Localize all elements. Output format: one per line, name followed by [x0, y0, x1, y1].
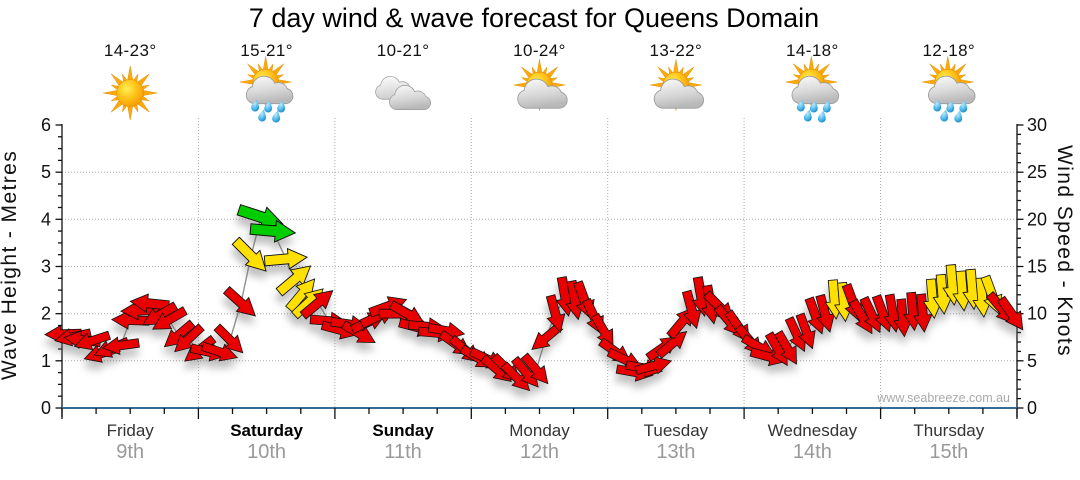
svg-text:15: 15: [1027, 257, 1047, 277]
svg-text:7 day wind & wave forecast for: 7 day wind & wave forecast for Queens Do…: [249, 3, 819, 33]
svg-text:30: 30: [1027, 115, 1047, 135]
svg-text:Wind Speed - Knots: Wind Speed - Knots: [1053, 145, 1076, 357]
svg-text:10-21°: 10-21°: [377, 41, 430, 60]
svg-text:5: 5: [1027, 351, 1037, 371]
svg-text:10: 10: [1027, 304, 1047, 324]
svg-text:Tuesday: Tuesday: [644, 421, 709, 440]
svg-text:14-23°: 14-23°: [104, 41, 157, 60]
svg-text:12-18°: 12-18°: [922, 41, 975, 60]
svg-text:12th: 12th: [520, 441, 559, 463]
svg-text:1: 1: [41, 351, 51, 371]
svg-text:9th: 9th: [116, 441, 144, 463]
svg-text:5: 5: [41, 162, 51, 182]
svg-text:15th: 15th: [929, 441, 968, 463]
svg-text:0: 0: [41, 398, 51, 418]
svg-text:2: 2: [41, 304, 51, 324]
svg-text:10th: 10th: [247, 441, 286, 463]
svg-text:3: 3: [41, 257, 51, 277]
svg-text:www.seabreeze.com.au: www.seabreeze.com.au: [876, 391, 1010, 405]
svg-text:Friday: Friday: [107, 421, 155, 440]
svg-text:Sunday: Sunday: [372, 421, 434, 440]
svg-text:10-24°: 10-24°: [513, 41, 566, 60]
svg-text:20: 20: [1027, 209, 1047, 229]
svg-text:Thursday: Thursday: [913, 421, 984, 440]
svg-text:Wednesday: Wednesday: [768, 421, 858, 440]
svg-text:Wave Height - Metres: Wave Height - Metres: [0, 150, 21, 380]
svg-text:Monday: Monday: [509, 421, 570, 440]
svg-text:0: 0: [1027, 398, 1037, 418]
svg-text:13-22°: 13-22°: [650, 41, 703, 60]
svg-text:Saturday: Saturday: [230, 421, 303, 440]
svg-text:25: 25: [1027, 162, 1047, 182]
svg-text:15-21°: 15-21°: [240, 41, 293, 60]
svg-text:11th: 11th: [384, 441, 421, 463]
svg-text:14-18°: 14-18°: [786, 41, 839, 60]
svg-text:4: 4: [41, 209, 51, 229]
svg-text:13th: 13th: [656, 441, 695, 463]
svg-text:14th: 14th: [793, 441, 832, 463]
svg-text:6: 6: [41, 115, 51, 135]
